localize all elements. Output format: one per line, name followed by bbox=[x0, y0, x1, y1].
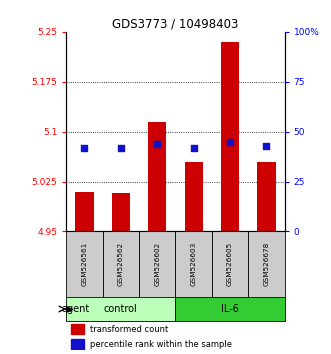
Text: transformed count: transformed count bbox=[90, 325, 168, 334]
Point bbox=[82, 145, 87, 150]
Bar bbox=[75, 192, 94, 232]
Text: control: control bbox=[104, 304, 138, 314]
Bar bbox=[112, 193, 130, 232]
Text: agent: agent bbox=[62, 304, 90, 314]
Bar bbox=[139, 232, 175, 297]
Bar bbox=[71, 324, 84, 335]
Bar bbox=[175, 297, 285, 321]
Point bbox=[227, 139, 233, 144]
Point bbox=[191, 145, 196, 150]
Text: GSM526678: GSM526678 bbox=[263, 242, 269, 286]
Text: GSM526603: GSM526603 bbox=[191, 242, 197, 286]
Bar bbox=[221, 42, 239, 232]
Text: percentile rank within the sample: percentile rank within the sample bbox=[90, 339, 232, 349]
Bar bbox=[103, 232, 139, 297]
Text: GSM526602: GSM526602 bbox=[154, 242, 160, 286]
Point bbox=[155, 141, 160, 147]
Text: ▶: ▶ bbox=[66, 304, 73, 314]
Text: GSM526605: GSM526605 bbox=[227, 242, 233, 286]
Point bbox=[264, 143, 269, 148]
Bar bbox=[257, 162, 275, 232]
Bar bbox=[148, 122, 166, 232]
Bar bbox=[175, 232, 212, 297]
Bar bbox=[71, 339, 84, 349]
Bar bbox=[185, 162, 203, 232]
Title: GDS3773 / 10498403: GDS3773 / 10498403 bbox=[112, 18, 239, 31]
Text: GSM526561: GSM526561 bbox=[81, 242, 87, 286]
Bar bbox=[212, 232, 248, 297]
Point bbox=[118, 145, 123, 150]
Text: GSM526562: GSM526562 bbox=[118, 242, 124, 286]
Bar bbox=[248, 232, 285, 297]
Bar bbox=[66, 232, 103, 297]
Bar bbox=[66, 297, 175, 321]
Text: IL-6: IL-6 bbox=[221, 304, 239, 314]
